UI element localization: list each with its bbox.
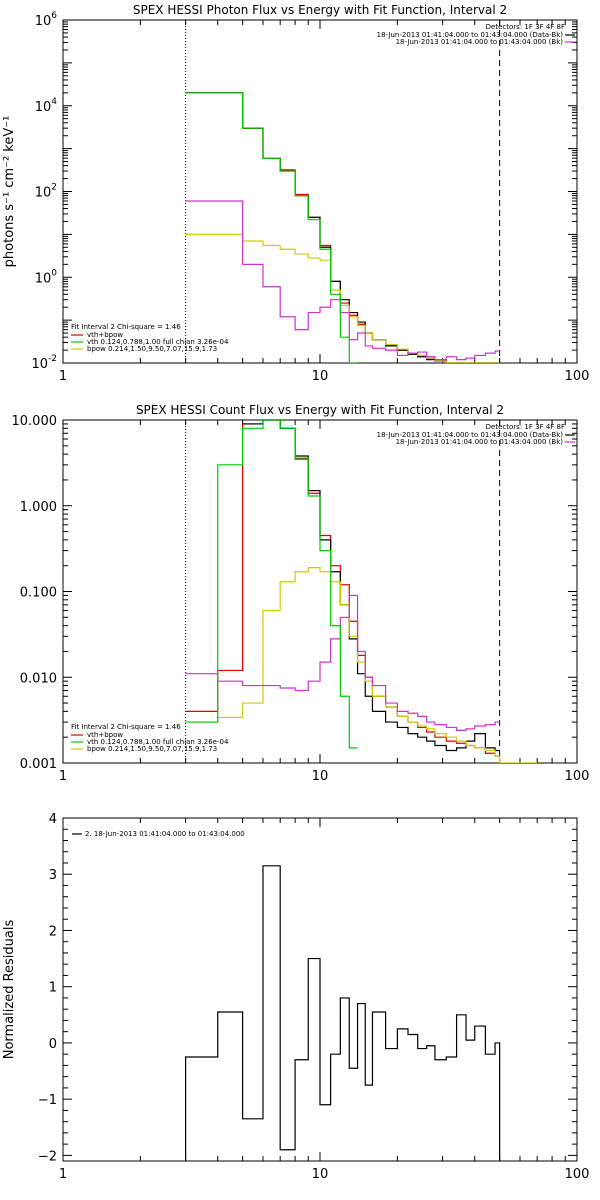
y-tick-label: 0.100 (20, 586, 57, 601)
legend-entry: 18-Jun-2013 01:41:04.000 to 01:43:04.000… (396, 438, 564, 446)
y-tick-label: 102 (35, 183, 57, 201)
series-vth (185, 420, 358, 749)
x-tick-label: 1 (59, 369, 67, 384)
y-tick-label: 104 (35, 97, 58, 115)
series-vth-bpow (185, 92, 500, 363)
series-bpow (185, 233, 500, 363)
legend-entry: vth 0.124,0.788,1.00 full chian 3.26e-04 (87, 738, 229, 746)
x-tick-label: 100 (565, 1167, 590, 1182)
panel-2: SPEX HESSI Count Flux vs Energy with Fit… (12, 403, 590, 784)
x-tick-label: 10 (312, 1167, 329, 1182)
y-tick-base: 10 (35, 186, 52, 201)
legend-detectors: Detectors: 1F 3F 4F 8F (486, 423, 565, 431)
y-tick-label: 0.010 (20, 671, 57, 686)
series-bk (185, 200, 500, 361)
x-tick-label: 100 (565, 769, 590, 784)
legend-detectors: Detectors: 1F 3F 4F 8F (486, 23, 565, 31)
legend-entry: vth 0.124,0.788,1.00 full chian 3.26e-04 (87, 338, 229, 346)
legend-entry: 18-Jun-2013 01:41:04.000 to 01:43:04.000… (396, 38, 564, 46)
series-vth (185, 92, 358, 363)
series-bk (185, 594, 500, 731)
y-tick-label: 4 (49, 812, 57, 827)
y-tick-label: 100 (35, 268, 58, 286)
y-tick-exponent: 0 (51, 268, 57, 278)
legend-entry: bpow 0.214,1.50,9.50,7.07,15.9,1.73 (87, 345, 217, 353)
y-axis-label: photons s⁻¹ cm⁻² keV⁻¹ (2, 116, 17, 268)
y-tick-label: 10.000 (12, 414, 58, 429)
x-tick-label: 100 (565, 369, 590, 384)
chart-title: SPEX HESSI Photon Flux vs Energy with Fi… (133, 3, 507, 17)
legend-entry: 18-Jun-2013 01:41:04.000 to 01:43:04.000… (377, 31, 564, 39)
legend-entry: 2. 18-Jun-2013 01:41:04.000 to 01:43:04.… (85, 830, 245, 838)
series-data-bk (185, 92, 500, 363)
legend-fit-header: Fit Interval 2 Chi-square = 1.46 (71, 723, 181, 731)
y-tick-base: 10 (35, 100, 52, 115)
legend-entry: 18-Jun-2013 01:41:04.000 to 01:43:04.000… (377, 431, 564, 439)
y-tick-exponent: 6 (51, 11, 57, 21)
y-tick-label: 1 (49, 981, 57, 996)
y-tick-label: 3 (49, 868, 57, 883)
series-vth-bpow (185, 420, 500, 757)
y-tick-base: 10 (35, 271, 52, 286)
chart-title: SPEX HESSI Count Flux vs Energy with Fit… (136, 403, 504, 417)
y-tick-label: 2 (49, 924, 57, 939)
y-tick-exponent: 2 (51, 183, 57, 193)
y-axis-label: Normalized Residuals (2, 920, 17, 1060)
panel-1: SPEX HESSI Photon Flux vs Energy with Fi… (2, 3, 589, 384)
legend-entry: vth+bpow (87, 731, 123, 739)
x-tick-label: 1 (59, 769, 67, 784)
legend-entry: vth+bpow (87, 331, 123, 339)
x-tick-label: 10 (312, 369, 329, 384)
y-tick-label: 106 (35, 11, 58, 29)
series-data-bk (242, 420, 500, 752)
y-tick-exponent: 4 (51, 97, 57, 107)
x-tick-label: 1 (59, 1167, 67, 1182)
y-tick-label: −2 (38, 1149, 57, 1164)
y-tick-base: 10 (35, 14, 52, 29)
legend-entry: bpow 0.214,1.50,9.50,7.07,15.9,1.73 (87, 745, 217, 753)
x-tick-label: 10 (312, 769, 329, 784)
y-tick-label: 10-2 (31, 354, 57, 372)
y-tick-label: 0.001 (20, 757, 57, 772)
y-tick-base: 10 (31, 357, 48, 372)
y-tick-label: −1 (38, 1093, 57, 1108)
y-tick-label: 1.000 (20, 500, 57, 515)
legend-fit-header: Fit Interval 2 Chi-square = 1.46 (71, 323, 181, 331)
y-tick-exponent: -2 (48, 354, 57, 364)
series-residuals (185, 865, 501, 1161)
y-tick-label: 0 (49, 1037, 57, 1052)
